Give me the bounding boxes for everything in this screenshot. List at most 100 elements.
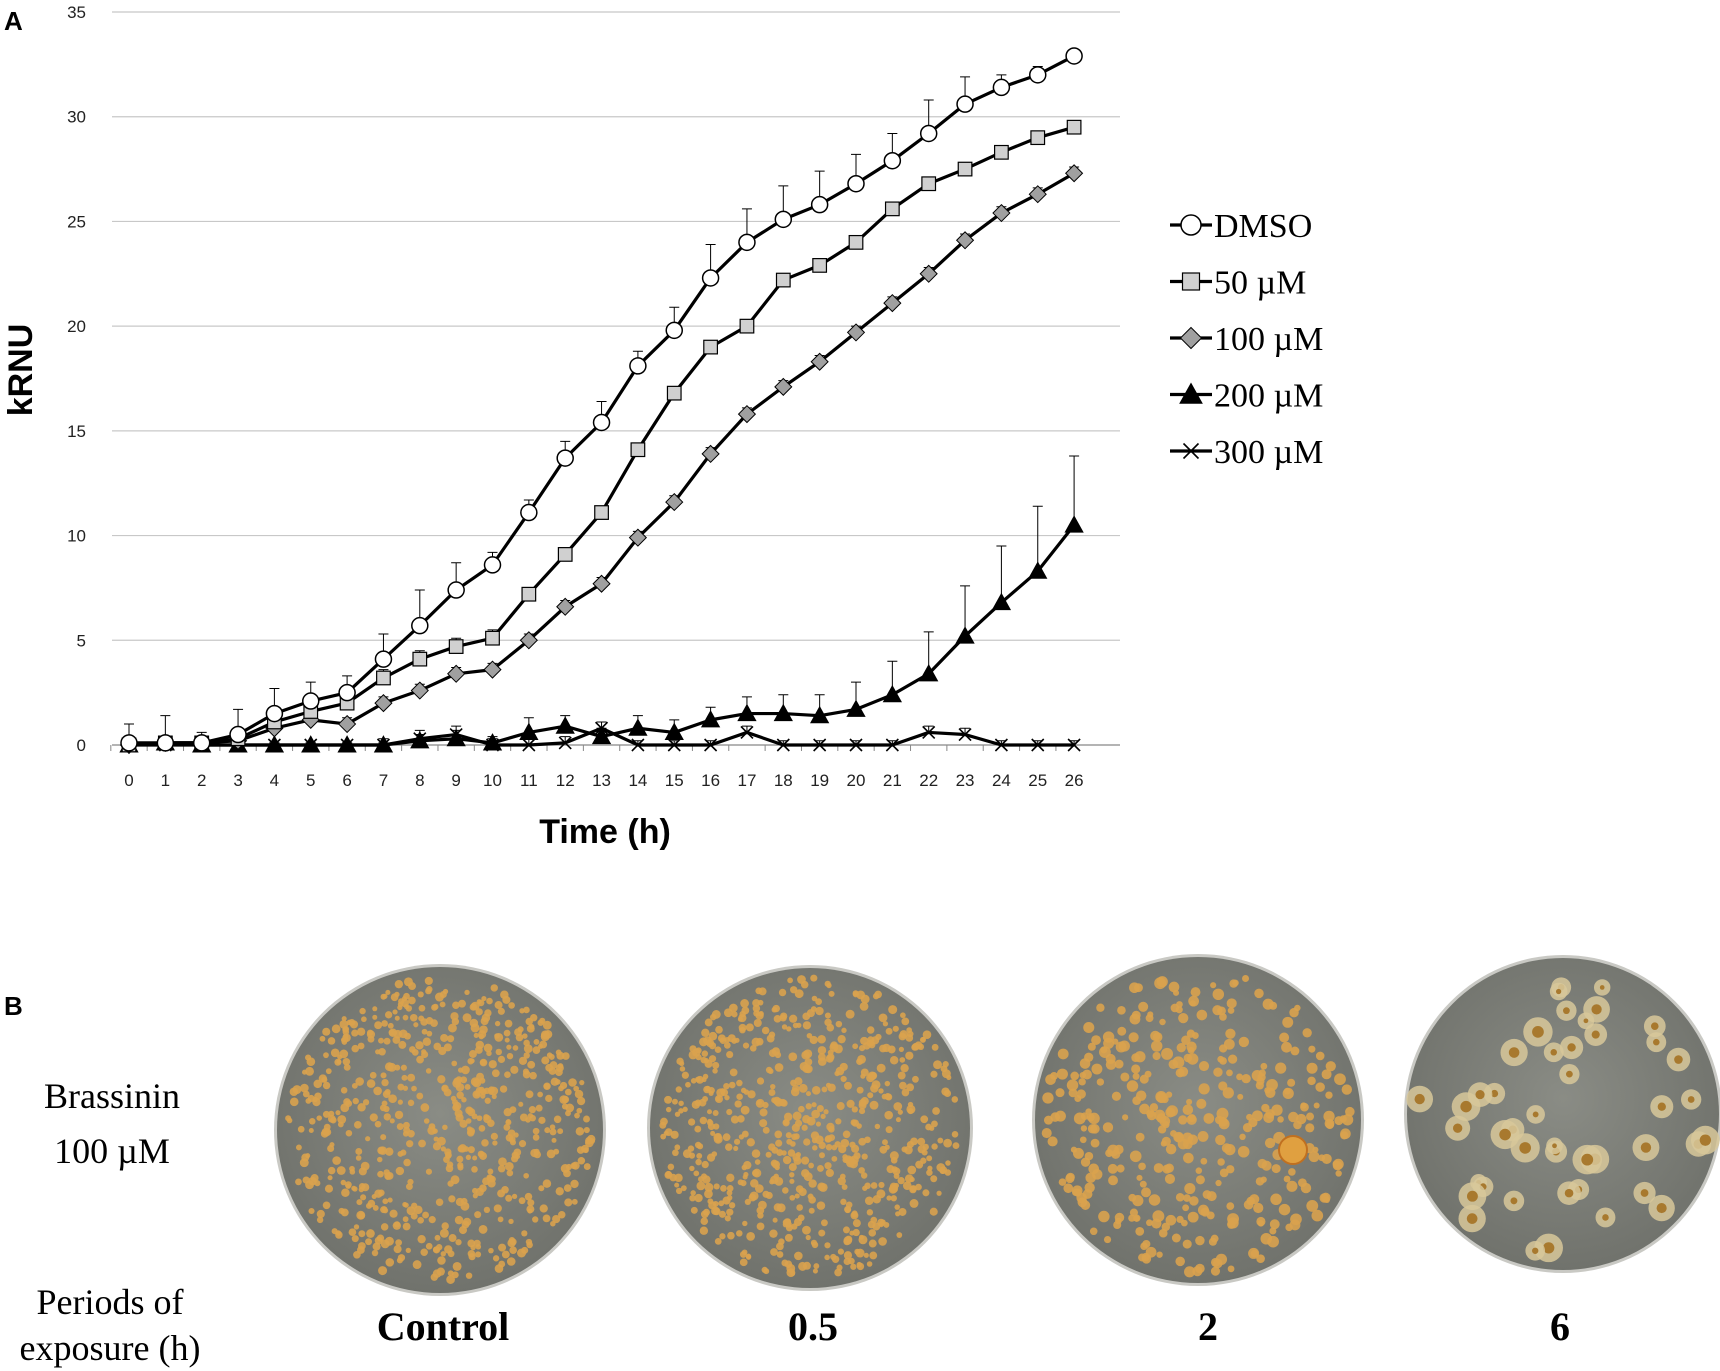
colony (1213, 1067, 1223, 1077)
colony (667, 1163, 675, 1171)
colony (1135, 1226, 1145, 1236)
colony (1182, 1104, 1194, 1116)
colony (723, 1082, 730, 1090)
colony (1182, 1239, 1192, 1249)
legend-label: DMSO (1214, 208, 1312, 245)
colony (1256, 1254, 1265, 1263)
colony (749, 1191, 759, 1201)
colony (498, 1243, 507, 1252)
data-point (1064, 515, 1084, 533)
colony (1306, 1200, 1319, 1212)
series-dmso (120, 47, 1083, 752)
x-tick-label: 5 (306, 771, 315, 790)
colony (1300, 1102, 1309, 1112)
colony (695, 1047, 702, 1054)
colony (1181, 1035, 1191, 1045)
colony (819, 1152, 825, 1159)
colony (490, 984, 498, 992)
colony (1140, 1242, 1148, 1251)
colony (740, 1087, 747, 1094)
colony (358, 1230, 366, 1238)
colony (416, 1055, 424, 1064)
colony (1555, 988, 1562, 995)
colony (374, 1021, 383, 1030)
colony (1170, 1003, 1180, 1013)
colony (1300, 1182, 1312, 1194)
colony (685, 1081, 691, 1088)
data-point (373, 735, 394, 753)
colony (699, 1116, 708, 1125)
colony (696, 1152, 703, 1159)
legend-item: DMSO (1170, 208, 1312, 245)
colony (435, 992, 444, 1002)
colony (790, 1271, 796, 1277)
colony (530, 1014, 538, 1022)
colony (308, 1118, 316, 1125)
colony (388, 1029, 395, 1036)
colony (898, 1081, 907, 1090)
colony (897, 1177, 905, 1185)
colony (418, 1004, 426, 1012)
colony (564, 1088, 572, 1096)
colony (869, 1100, 879, 1110)
colony (815, 1121, 822, 1127)
colony (353, 1250, 361, 1259)
colony (405, 1005, 413, 1012)
periods-label-line2: exposure (h) (20, 1328, 201, 1368)
colony (1315, 1051, 1325, 1061)
colony (441, 1222, 449, 1230)
colony (389, 1118, 395, 1124)
colony (706, 1153, 716, 1162)
colony (1271, 1104, 1283, 1116)
colonies (659, 974, 960, 1278)
colony (1294, 1004, 1301, 1012)
colony (378, 1146, 388, 1155)
colony (1532, 1026, 1544, 1038)
colony (433, 1042, 442, 1051)
colony (912, 1075, 919, 1083)
colony (555, 1187, 564, 1196)
colony (305, 1098, 312, 1104)
colony (868, 1229, 877, 1237)
colony (424, 976, 433, 985)
colony (523, 1044, 533, 1053)
colony (377, 1156, 383, 1163)
colony (1508, 1047, 1520, 1058)
colony (687, 1118, 696, 1126)
colony (481, 995, 487, 1002)
colony (1219, 1168, 1229, 1178)
colony (864, 1196, 874, 1206)
colony (1159, 1115, 1171, 1127)
colony (888, 1185, 898, 1194)
colony (694, 1141, 702, 1149)
colony (336, 1166, 346, 1175)
colony (540, 1032, 550, 1042)
legend-item: 200 µM (1170, 378, 1323, 415)
colony (734, 1100, 742, 1108)
colony (802, 1225, 811, 1235)
colony (889, 1055, 899, 1065)
colony (394, 1110, 404, 1120)
colony (926, 1155, 933, 1162)
colony (937, 1137, 944, 1144)
colony (726, 1195, 733, 1201)
colony (478, 1224, 488, 1234)
colony (1196, 1098, 1207, 1109)
colony (1219, 1116, 1227, 1124)
colony (1171, 1233, 1181, 1243)
colony (372, 1205, 379, 1211)
colony (806, 1116, 816, 1126)
colony (839, 1062, 848, 1072)
colony (510, 1065, 519, 1074)
data-point (810, 705, 830, 724)
colony (818, 1229, 826, 1237)
colony (1566, 1070, 1573, 1078)
colony (344, 1181, 352, 1189)
colony (769, 1229, 778, 1238)
colony (860, 1036, 869, 1046)
colony (1090, 1138, 1100, 1148)
data-point (520, 503, 538, 522)
colony (1090, 1124, 1100, 1134)
colony (674, 1182, 680, 1188)
colony (416, 1092, 424, 1100)
